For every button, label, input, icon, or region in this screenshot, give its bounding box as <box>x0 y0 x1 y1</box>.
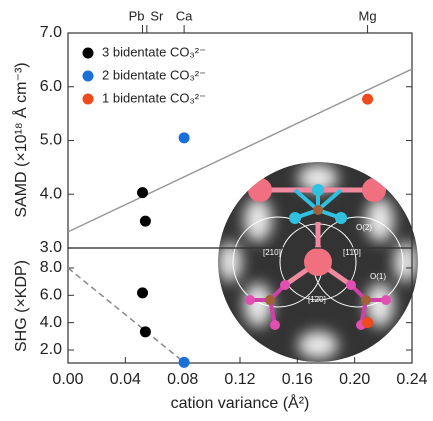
legend-marker <box>83 71 94 82</box>
x-tick-label: 0.08 <box>167 371 198 388</box>
point <box>362 317 373 328</box>
y-tick-label: 4.0 <box>40 314 62 331</box>
legend-label: 2 bidentate CO₃²⁻ <box>102 67 206 82</box>
y-axis-title: SHG (×KDP) <box>13 260 30 352</box>
x-tick-label: 0.20 <box>339 371 370 388</box>
y-tick-label: 5.0 <box>40 132 62 149</box>
point <box>179 132 190 143</box>
point <box>137 187 148 198</box>
point <box>140 216 151 227</box>
y-axis-title: SAMD (×10¹⁸ Å cm⁻³) <box>11 62 30 217</box>
legend-marker <box>83 48 94 59</box>
y-tick-label: 8.0 <box>40 259 62 276</box>
point <box>179 357 190 368</box>
top-tick-label: Pb <box>129 8 145 23</box>
chart: O(2) O(1) [210] [1̄10] [1̄2̄0] SAMD (×10… <box>0 0 433 416</box>
inset-label: O(1) <box>370 272 386 281</box>
x-tick-label: 0.00 <box>52 371 83 388</box>
top-tick-label: Ca <box>176 8 193 23</box>
y-tick-label: 7.0 <box>40 24 62 41</box>
point <box>137 287 148 298</box>
fit-line <box>68 268 184 362</box>
inset-label: [1̄10] <box>343 248 361 257</box>
point <box>362 94 373 105</box>
inset-label: [210] <box>263 248 281 257</box>
point <box>140 326 151 337</box>
x-tick-label: 0.24 <box>396 371 427 388</box>
inset: O(2) O(1) [210] [1̄10] [1̄2̄0] <box>218 162 418 362</box>
y-tick-label: 4.0 <box>40 185 62 202</box>
y-tick-label: 6.0 <box>40 78 62 95</box>
y-tick-label: 3.0 <box>40 239 62 256</box>
y-tick-label: 6.0 <box>40 287 62 304</box>
top-tick-label: Mg <box>359 8 377 23</box>
x-tick-label: 0.04 <box>110 371 141 388</box>
legend-marker <box>83 94 94 105</box>
legend-label: 3 bidentate CO₃²⁻ <box>102 44 206 59</box>
x-tick-label: 0.12 <box>224 371 255 388</box>
inset-label: O(2) <box>356 223 372 232</box>
x-axis-title: cation variance (Å²) <box>171 393 310 412</box>
inset-label: [1̄2̄0] <box>308 295 326 304</box>
y-tick-label: 2.0 <box>40 341 62 358</box>
x-tick-label: 0.16 <box>282 371 313 388</box>
page: O(2) O(1) [210] [1̄10] [1̄2̄0] SAMD (×10… <box>0 0 433 421</box>
top-tick-label: Sr <box>150 8 164 23</box>
legend-label: 1 bidentate CO₃²⁻ <box>102 90 206 105</box>
